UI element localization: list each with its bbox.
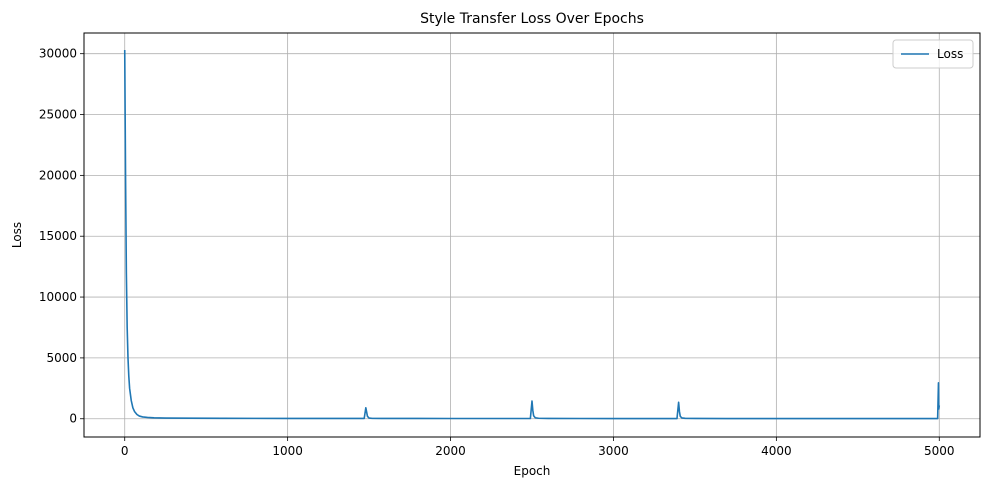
- y-tick-label: 20000: [39, 168, 77, 182]
- series-layer: [123, 50, 941, 420]
- legend-box: [892, 39, 974, 69]
- x-tick-label: 5000: [924, 444, 955, 458]
- x-tick-label: 0: [121, 444, 129, 458]
- x-tick-label: 4000: [761, 444, 792, 458]
- tick-layer: 0 1000 2000 3000 4000 5000 0 5000 10000 15000 2000…: [39, 47, 955, 458]
- y-tick-label: 30000: [39, 47, 77, 61]
- x-axis-label: Epoch: [514, 464, 551, 478]
- y-axis-label: Loss: [10, 222, 24, 248]
- x-tick-label: 1000: [272, 444, 303, 458]
- y-tick-label: 0: [69, 412, 77, 426]
- x-tick-label: 3000: [598, 444, 629, 458]
- y-tick-label: 15000: [39, 229, 77, 243]
- plot-frame: [83, 32, 981, 438]
- y-tick-label: 5000: [46, 351, 77, 365]
- y-tick-label: 10000: [39, 290, 77, 304]
- legend-label: Loss: [937, 47, 963, 61]
- series-line-loss: [123, 50, 941, 420]
- y-tick-label: 25000: [39, 108, 77, 122]
- x-tick-label: 2000: [435, 444, 466, 458]
- chart-title: Style Transfer Loss Over Epochs: [420, 11, 644, 27]
- legend: Loss: [892, 39, 974, 69]
